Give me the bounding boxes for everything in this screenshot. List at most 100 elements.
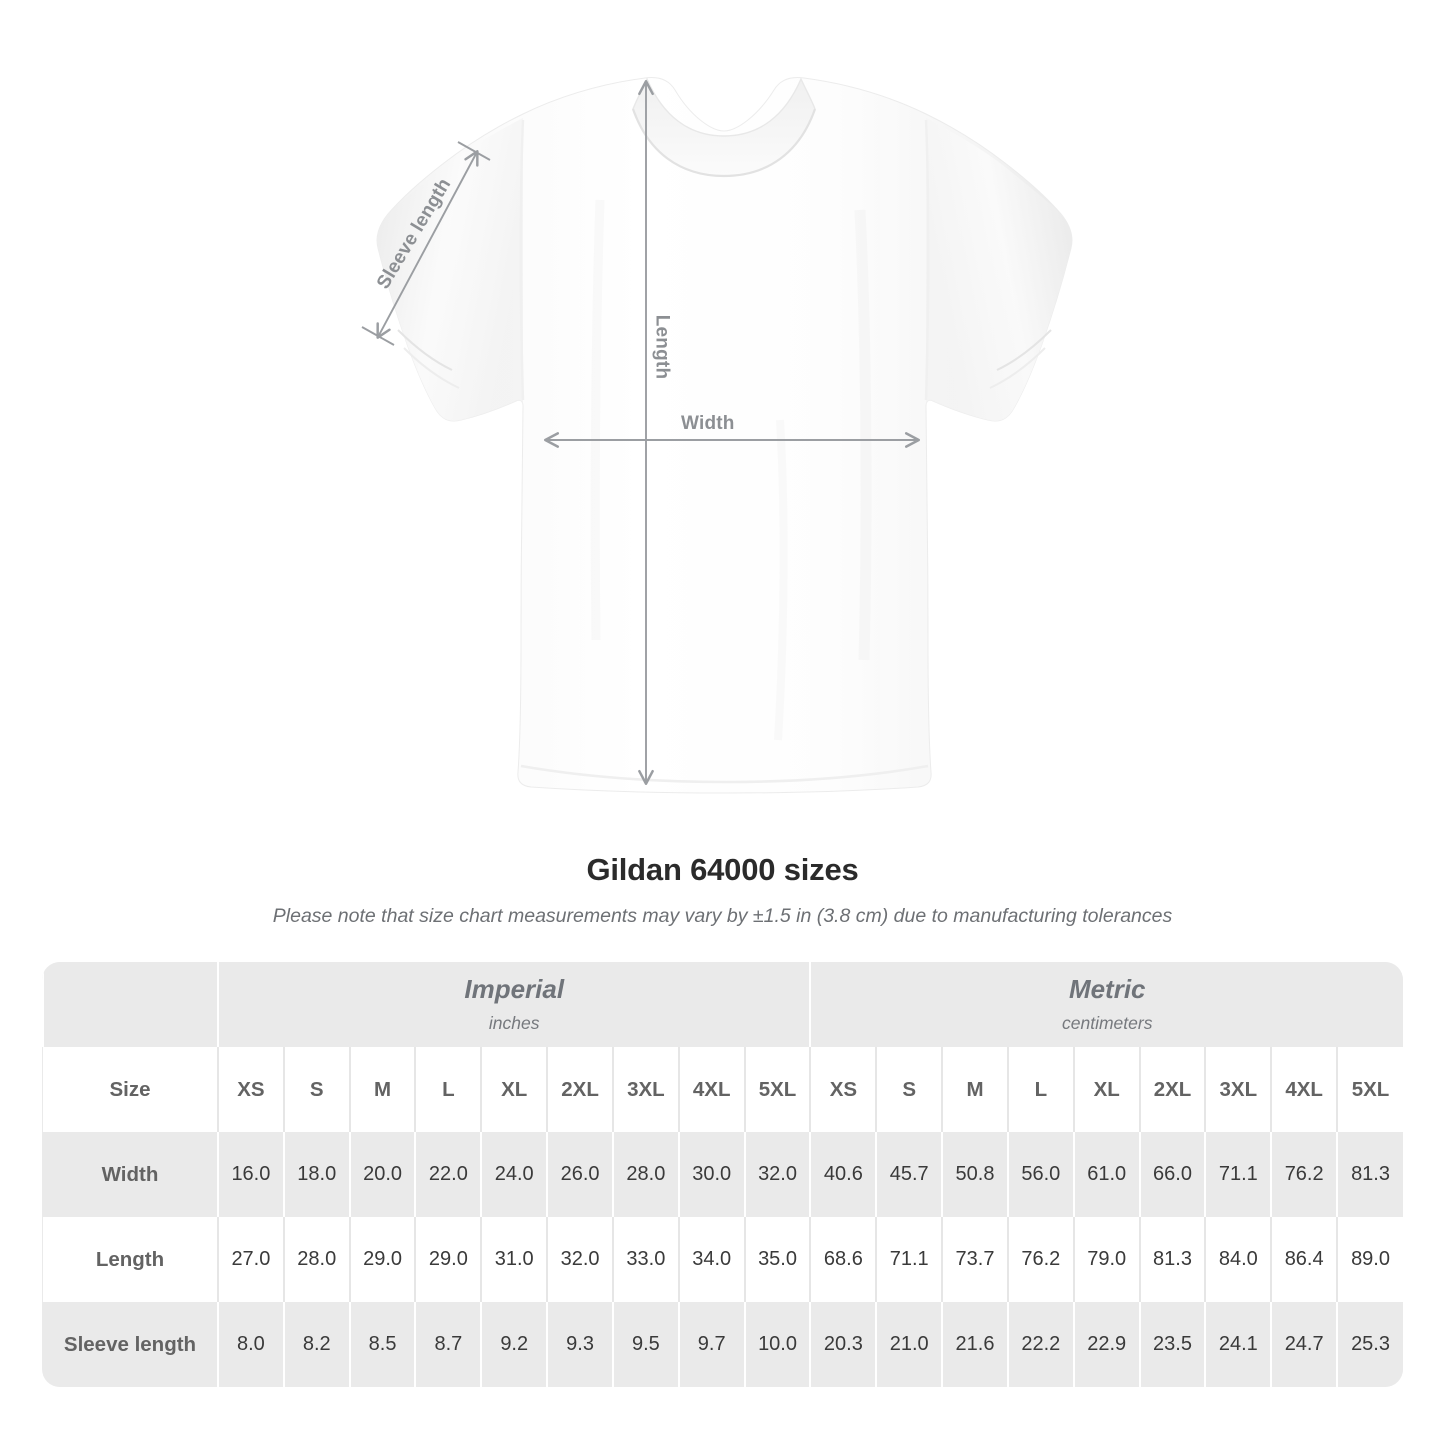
chart-heading: Gildan 64000 sizes Please note that size… xyxy=(0,852,1445,928)
cell-length-metric-s: 71.1 xyxy=(875,1217,943,1302)
size-header-imperial-2: M xyxy=(348,1047,416,1132)
cell-sleeve-metric-5xl: 25.3 xyxy=(1336,1302,1403,1387)
sleeve-dimension-line xyxy=(376,150,479,339)
cell-width-metric-2xl: 66.0 xyxy=(1138,1132,1206,1217)
cell-width-metric-5xl: 81.3 xyxy=(1336,1132,1403,1217)
row-label-sleeve-length: Sleeve length xyxy=(43,1302,218,1387)
cell-width-metric-xl: 61.0 xyxy=(1072,1132,1140,1217)
size-header-metric-7: 4XL xyxy=(1270,1047,1338,1132)
size-header-imperial-7: 4XL xyxy=(677,1047,745,1132)
cell-length-imperial-xl: 31.0 xyxy=(480,1217,548,1302)
cell-width-metric-l: 56.0 xyxy=(1006,1132,1074,1217)
cell-sleeve-imperial-xs: 8.0 xyxy=(217,1302,284,1387)
table-header-row: Size XS S M L XL 2XL 3XL 4XL 5XL XS S M … xyxy=(43,1047,1403,1132)
cell-sleeve-imperial-5xl: 10.0 xyxy=(743,1302,811,1387)
cell-sleeve-metric-xl: 22.9 xyxy=(1072,1302,1140,1387)
cell-width-imperial-2xl: 26.0 xyxy=(546,1132,613,1217)
cell-length-imperial-3xl: 33.0 xyxy=(611,1217,679,1302)
cell-length-imperial-4xl: 34.0 xyxy=(677,1217,745,1302)
cell-length-metric-xs: 68.6 xyxy=(809,1217,877,1302)
cell-width-imperial-s: 18.0 xyxy=(282,1132,350,1217)
size-header-metric-6: 3XL xyxy=(1204,1047,1272,1132)
size-header-metric-2: M xyxy=(941,1047,1008,1132)
cell-width-metric-3xl: 71.1 xyxy=(1204,1132,1272,1217)
unit-imperial-name: Imperial xyxy=(464,973,565,1004)
cell-length-imperial-xs: 27.0 xyxy=(217,1217,284,1302)
cell-sleeve-metric-xs: 20.3 xyxy=(809,1302,877,1387)
fabric-folds xyxy=(590,199,872,741)
size-corner-label: Size xyxy=(43,1047,218,1132)
cell-width-imperial-xl: 24.0 xyxy=(480,1132,548,1217)
cell-sleeve-imperial-2xl: 9.3 xyxy=(546,1302,613,1387)
size-header-metric-5: 2XL xyxy=(1138,1047,1206,1132)
cell-width-imperial-l: 22.0 xyxy=(414,1132,482,1217)
cell-width-imperial-3xl: 28.0 xyxy=(611,1132,679,1217)
length-label: Length xyxy=(651,314,673,380)
cell-width-imperial-4xl: 30.0 xyxy=(677,1132,745,1217)
unit-banner-row: Imperial inches Metric centimeters xyxy=(42,962,1403,1047)
cell-length-metric-l: 76.2 xyxy=(1006,1217,1074,1302)
cell-width-imperial-xs: 16.0 xyxy=(217,1132,284,1217)
cell-sleeve-metric-4xl: 24.7 xyxy=(1270,1302,1338,1387)
left-sleeve-hem-inner xyxy=(403,347,460,389)
table-row-width: Width 16.0 18.0 20.0 22.0 24.0 26.0 28.0… xyxy=(43,1132,1403,1217)
size-header-metric-3: L xyxy=(1006,1047,1074,1132)
cell-length-metric-xl: 79.0 xyxy=(1072,1217,1140,1302)
size-header-metric-4: XL xyxy=(1072,1047,1140,1132)
cell-length-imperial-2xl: 32.0 xyxy=(546,1217,613,1302)
unit-group-imperial: Imperial inches xyxy=(216,962,811,1047)
right-armhole-seam xyxy=(924,119,930,401)
cell-width-imperial-m: 20.0 xyxy=(348,1132,416,1217)
page-title: Gildan 64000 sizes xyxy=(586,852,859,887)
cell-width-metric-4xl: 76.2 xyxy=(1270,1132,1338,1217)
table-row-length: Length 27.0 28.0 29.0 29.0 31.0 32.0 33.… xyxy=(43,1217,1403,1302)
size-header-imperial-5: 2XL xyxy=(546,1047,613,1132)
cell-length-metric-5xl: 89.0 xyxy=(1336,1217,1403,1302)
size-header-imperial-8: 5XL xyxy=(743,1047,811,1132)
unit-banner-spacer xyxy=(42,962,218,1047)
sleeve-tick-bottom xyxy=(361,326,395,346)
cell-width-metric-m: 50.8 xyxy=(941,1132,1008,1217)
cell-sleeve-imperial-l: 8.7 xyxy=(414,1302,482,1387)
cell-sleeve-imperial-4xl: 9.7 xyxy=(677,1302,745,1387)
size-header-imperial-6: 3XL xyxy=(611,1047,679,1132)
cell-length-metric-m: 73.7 xyxy=(941,1217,1008,1302)
width-label: Width xyxy=(681,413,735,434)
cell-sleeve-imperial-3xl: 9.5 xyxy=(611,1302,679,1387)
cell-length-imperial-s: 28.0 xyxy=(282,1217,350,1302)
cell-sleeve-metric-2xl: 23.5 xyxy=(1138,1302,1206,1387)
cell-sleeve-metric-l: 22.2 xyxy=(1006,1302,1074,1387)
size-chart-table-container: Imperial inches Metric centimeters Size … xyxy=(42,962,1403,1387)
size-header-metric-8: 5XL xyxy=(1336,1047,1403,1132)
cell-sleeve-imperial-m: 8.5 xyxy=(348,1302,416,1387)
sleeve-tick-top xyxy=(457,141,491,161)
cell-width-metric-s: 45.7 xyxy=(875,1132,943,1217)
size-header-imperial-3: L xyxy=(414,1047,482,1132)
unit-group-metric: Metric centimeters xyxy=(809,962,1403,1047)
cell-width-imperial-5xl: 32.0 xyxy=(743,1132,811,1217)
unit-imperial-sub: inches xyxy=(488,1013,540,1034)
bottom-hem xyxy=(520,764,929,784)
size-header-metric-1: S xyxy=(875,1047,943,1132)
cell-length-imperial-5xl: 35.0 xyxy=(743,1217,811,1302)
dimension-lines xyxy=(361,80,920,785)
right-sleeve xyxy=(926,118,1072,421)
cell-length-metric-2xl: 81.3 xyxy=(1138,1217,1206,1302)
right-sleeve-hem xyxy=(996,329,1052,371)
cell-sleeve-metric-m: 21.6 xyxy=(941,1302,1008,1387)
t-shirt-illustration xyxy=(361,77,1073,794)
cell-sleeve-metric-3xl: 24.1 xyxy=(1204,1302,1272,1387)
right-sleeve-hem-inner xyxy=(989,347,1046,389)
row-label-width: Width xyxy=(43,1132,218,1217)
unit-metric-name: Metric xyxy=(1068,973,1146,1004)
cell-length-metric-4xl: 86.4 xyxy=(1270,1217,1338,1302)
t-shirt-measurement-diagram: Sleeve length Length Width xyxy=(361,77,1073,794)
size-chart-table: Imperial inches Metric centimeters Size … xyxy=(42,962,1403,1387)
cell-width-metric-xs: 40.6 xyxy=(809,1132,877,1217)
tolerance-note: Please note that size chart measurements… xyxy=(272,905,1173,927)
cell-length-imperial-l: 29.0 xyxy=(414,1217,482,1302)
size-header-imperial-0: XS xyxy=(217,1047,284,1132)
unit-metric-sub: centimeters xyxy=(1062,1013,1153,1034)
size-header-metric-0: XS xyxy=(809,1047,877,1132)
